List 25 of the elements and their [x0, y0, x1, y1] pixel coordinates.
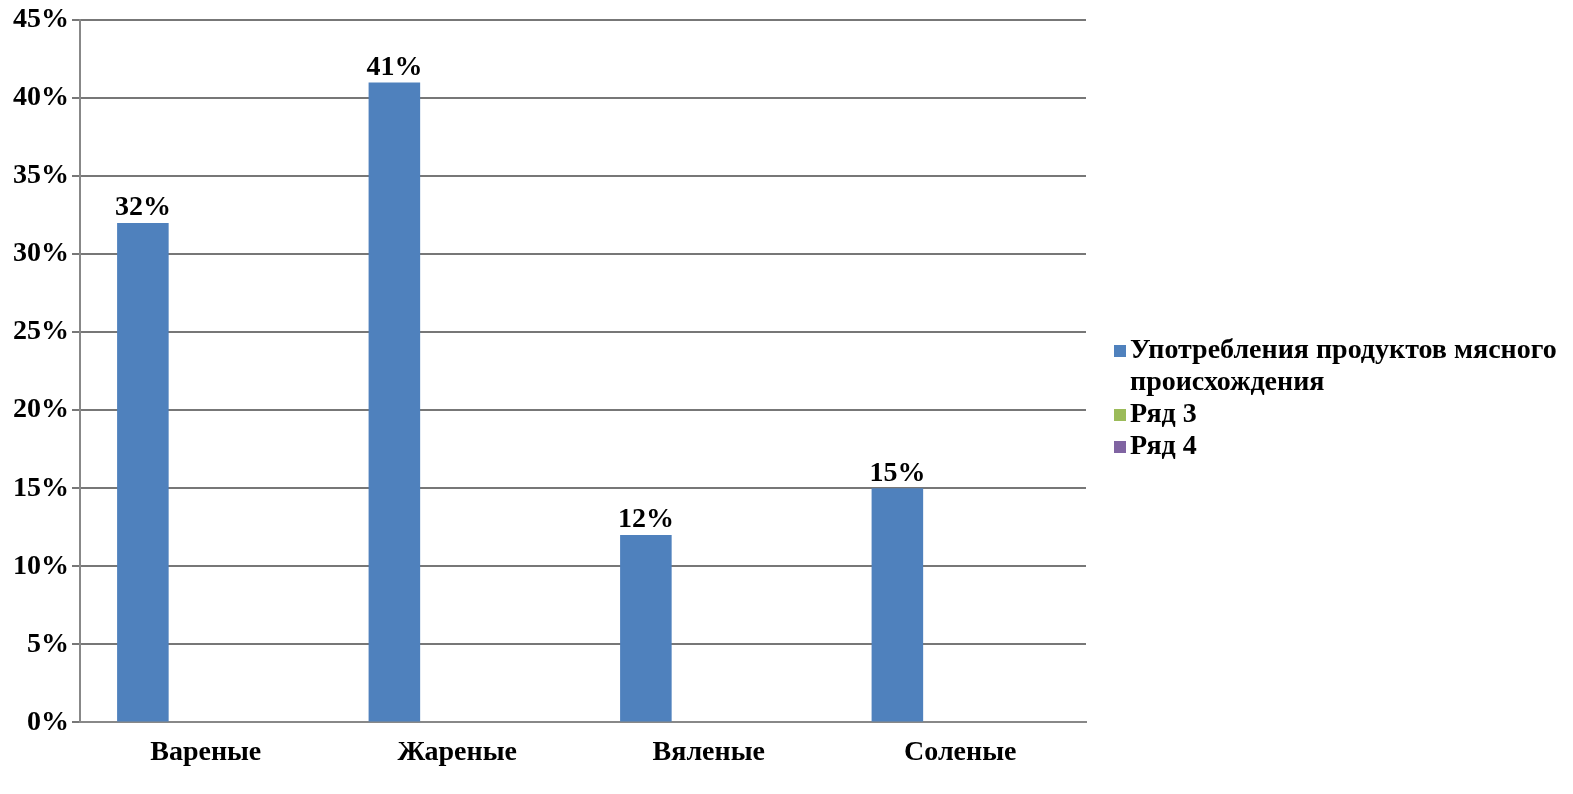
y-tick-label: 30%	[13, 236, 69, 268]
legend-label: Употребления продуктов мясного происхождения	[1130, 333, 1558, 397]
bar	[117, 222, 169, 722]
y-tick-label: 10%	[13, 548, 69, 580]
y-tick-label: 5%	[27, 626, 69, 658]
x-tick-label: Вяленые	[652, 735, 765, 767]
y-tick-label: 45%	[13, 2, 69, 34]
y-tick-label: 35%	[13, 158, 69, 190]
bar	[368, 82, 421, 722]
data-label: 32%	[114, 190, 171, 222]
data-label: 41%	[366, 49, 423, 81]
x-tick-label: Жареные	[397, 735, 517, 767]
data-label: 15%	[869, 455, 926, 487]
legend-label: Ряд 3	[1130, 397, 1197, 429]
y-tick-label: 15%	[13, 470, 69, 502]
legend-label: Ряд 4	[1130, 429, 1197, 461]
y-tick-label: 20%	[13, 392, 69, 424]
y-tick-label: 25%	[13, 314, 69, 346]
x-tick-label: Вареные	[150, 735, 262, 767]
bar	[871, 488, 924, 722]
y-tick-label: 0%	[27, 704, 69, 736]
y-tick-label: 40%	[13, 80, 69, 112]
data-label: 12%	[617, 502, 674, 534]
bar	[620, 535, 672, 722]
x-tick-label: Соленые	[904, 735, 1017, 767]
